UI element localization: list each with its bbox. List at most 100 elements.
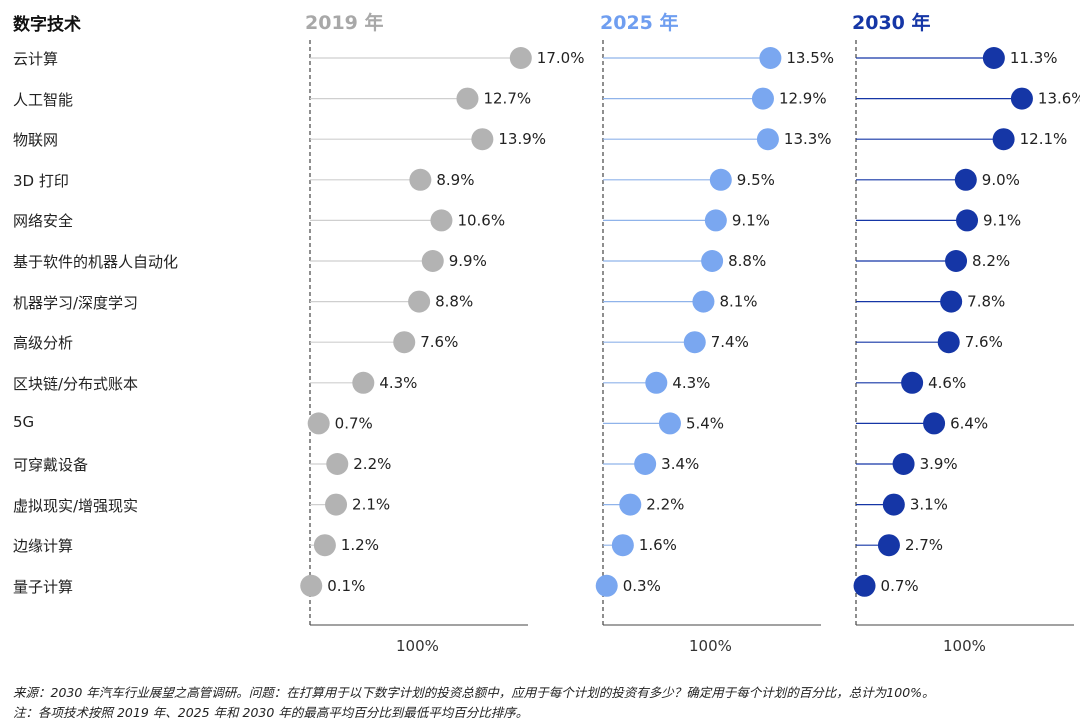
- lollipop-dot: [759, 47, 782, 69]
- lollipop-dot: [326, 453, 349, 475]
- lollipop-dot: [352, 371, 375, 394]
- lollipop-dot: [877, 534, 900, 557]
- lollipop-dot: [611, 534, 634, 557]
- lollipop-dot: [645, 371, 668, 394]
- value-label: 13.5%: [786, 49, 834, 67]
- lollipop-dot: [982, 47, 1005, 69]
- lollipop-dot: [954, 168, 977, 191]
- value-label: 2.2%: [353, 455, 391, 473]
- value-label: 3.1%: [910, 496, 948, 514]
- row-label: 5G: [13, 413, 35, 432]
- row-label: 机器学习/深度学习: [13, 293, 139, 312]
- row-label: 物联网: [13, 131, 59, 150]
- value-label: 1.6%: [639, 536, 677, 554]
- lollipop-dot: [751, 87, 774, 110]
- row-label: 可穿戴设备: [13, 456, 89, 474]
- source-note: 来源：2030 年汽车行业展望之高管调研。问题：在打算用于以下数字计划的投资总额…: [13, 685, 935, 700]
- value-label: 12.7%: [483, 90, 531, 108]
- row-label: 虚拟现实/增强现实: [13, 496, 139, 515]
- series-title-2030: 2030 年: [852, 12, 931, 34]
- value-label: 13.3%: [784, 130, 832, 148]
- lollipop-dot: [300, 574, 323, 597]
- value-label: 2.7%: [905, 536, 943, 554]
- value-label: 12.1%: [1020, 130, 1068, 148]
- value-label: 7.6%: [965, 333, 1003, 351]
- value-label: 9.9%: [449, 252, 487, 270]
- lollipop-dot: [408, 290, 431, 313]
- lollipop-dot: [701, 250, 724, 272]
- value-label: 7.6%: [420, 333, 458, 351]
- series-title-2025: 2025 年: [600, 12, 679, 34]
- value-label: 12.9%: [779, 90, 827, 108]
- lollipop-dot: [940, 290, 963, 313]
- lollipop-dot: [430, 209, 453, 232]
- axis-label-2030: 100%: [943, 637, 986, 655]
- lollipop-dot: [901, 371, 924, 394]
- lollipop-dot: [1010, 87, 1033, 110]
- value-label: 0.3%: [623, 577, 661, 595]
- row-label: 边缘计算: [13, 537, 74, 556]
- value-label: 0.7%: [881, 577, 919, 595]
- lollipop-dot: [756, 128, 779, 151]
- value-label: 3.4%: [661, 455, 699, 473]
- value-label: 7.4%: [711, 333, 749, 351]
- lollipop-dot: [307, 412, 330, 435]
- row-label: 区块链/分布式账本: [13, 374, 139, 393]
- row-header: 数字技术: [13, 15, 81, 35]
- value-label: 8.1%: [719, 293, 757, 311]
- axis-label-2019: 100%: [396, 637, 439, 655]
- value-label: 4.3%: [672, 374, 710, 392]
- value-label: 8.8%: [435, 293, 473, 311]
- value-label: 0.1%: [327, 577, 365, 595]
- value-label: 1.2%: [341, 536, 379, 554]
- row-label: 3D 打印: [13, 171, 69, 190]
- lollipop-dot: [393, 331, 416, 354]
- row-label: 云计算: [13, 50, 59, 68]
- value-label: 8.2%: [972, 252, 1010, 270]
- value-label: 8.8%: [728, 252, 766, 270]
- lollipop-dot: [509, 47, 532, 69]
- series-title-2019: 2019 年: [305, 12, 384, 34]
- value-label: 9.5%: [737, 171, 775, 189]
- row-label: 网络安全: [13, 212, 74, 231]
- lollipop-dot: [882, 493, 905, 516]
- value-label: 4.3%: [379, 374, 417, 392]
- value-label: 8.9%: [436, 171, 474, 189]
- value-label: 9.1%: [983, 211, 1021, 229]
- value-label: 6.4%: [950, 414, 988, 432]
- lollipop-dot: [658, 412, 681, 435]
- row-label: 高级分析: [13, 334, 74, 353]
- value-label: 0.7%: [335, 414, 373, 432]
- lollipop-dot: [595, 574, 618, 597]
- value-label: 10.6%: [457, 211, 505, 229]
- value-label: 2.1%: [352, 496, 390, 514]
- value-label: 17.0%: [537, 49, 585, 67]
- value-label: 4.6%: [928, 374, 966, 392]
- lollipop-dot: [313, 534, 336, 557]
- lollipop-dot: [634, 453, 657, 475]
- lollipop-dot: [683, 331, 706, 354]
- value-label: 11.3%: [1010, 49, 1058, 67]
- value-label: 13.6%: [1038, 90, 1080, 108]
- lollipop-dot: [956, 209, 979, 232]
- lollipop-dot: [692, 290, 715, 313]
- value-label: 7.8%: [967, 293, 1005, 311]
- lollipop-dot: [421, 250, 444, 272]
- lollipop-dot: [456, 87, 479, 110]
- lollipop-dot: [409, 168, 432, 191]
- lollipop-dot: [923, 412, 946, 435]
- value-label: 9.1%: [732, 211, 770, 229]
- value-label: 13.9%: [498, 130, 546, 148]
- lollipop-dot: [619, 493, 642, 516]
- value-label: 5.4%: [686, 414, 724, 432]
- lollipop-dot: [937, 331, 960, 354]
- lollipop-dot: [325, 493, 348, 516]
- value-label: 3.9%: [920, 455, 958, 473]
- value-label: 2.2%: [646, 496, 684, 514]
- lollipop-dot: [471, 128, 494, 151]
- row-label: 基于软件的机器人自动化: [13, 253, 179, 271]
- axis-label-2025: 100%: [689, 637, 732, 655]
- lollipop-dot: [853, 574, 876, 597]
- lollipop-dot: [892, 453, 915, 475]
